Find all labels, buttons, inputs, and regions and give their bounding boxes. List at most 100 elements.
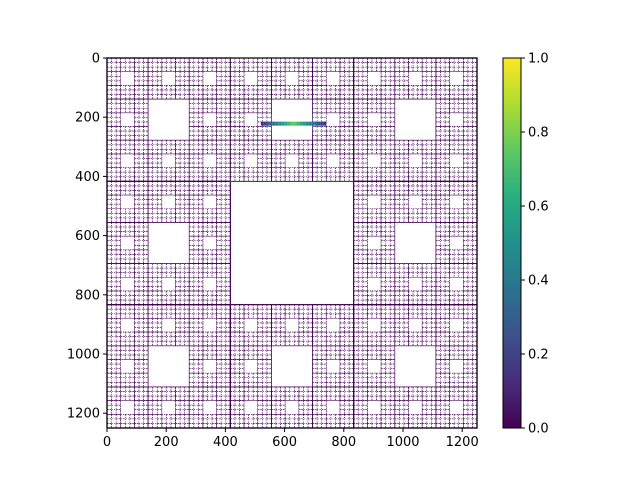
carpet-cell bbox=[472, 144, 478, 150]
carpet-cell bbox=[211, 267, 217, 273]
carpet-cell bbox=[353, 395, 359, 401]
carpet-cell bbox=[371, 208, 377, 214]
carpet-cell bbox=[271, 386, 313, 429]
carpet-cell bbox=[389, 190, 396, 196]
carpet-cell bbox=[134, 299, 140, 305]
carpet-cell bbox=[175, 171, 181, 178]
carpet-cell bbox=[188, 194, 204, 210]
carpet-cell bbox=[307, 391, 313, 397]
carpet-cell bbox=[175, 304, 181, 310]
carpet-cell bbox=[129, 418, 135, 424]
carpet-cell bbox=[120, 171, 126, 178]
carpet-cell bbox=[376, 304, 382, 310]
carpet-cell bbox=[216, 121, 222, 127]
carpet-cell bbox=[362, 144, 368, 150]
carpet-cell bbox=[248, 107, 254, 114]
carpet-cell bbox=[198, 149, 204, 155]
carpet-cell bbox=[453, 372, 460, 379]
carpet-cell bbox=[230, 107, 236, 114]
carpet-cell bbox=[453, 208, 460, 214]
carpet-cell bbox=[262, 368, 268, 374]
carpet-cell bbox=[193, 413, 199, 420]
carpet-cell bbox=[408, 304, 423, 319]
carpet-cell bbox=[462, 208, 469, 214]
carpet-cell bbox=[152, 153, 158, 159]
carpet-cell bbox=[216, 153, 222, 159]
carpet-cell bbox=[129, 295, 135, 301]
carpet-cell bbox=[431, 75, 437, 82]
carpet-cell bbox=[188, 112, 204, 127]
carpet-cell bbox=[462, 377, 469, 383]
carpet-cell bbox=[417, 85, 423, 91]
carpet-cell bbox=[353, 130, 359, 136]
carpet-cell bbox=[230, 130, 236, 136]
carpet-cell bbox=[284, 386, 300, 401]
carpet-cell bbox=[220, 258, 227, 264]
carpet-cell bbox=[399, 331, 405, 337]
carpet-cell bbox=[440, 222, 446, 228]
carpet-cell bbox=[134, 57, 140, 63]
carpet-cell bbox=[284, 313, 291, 319]
carpet-cell bbox=[120, 267, 126, 273]
carpet-cell bbox=[266, 313, 272, 319]
carpet-cell bbox=[367, 386, 373, 392]
carpet-cell bbox=[230, 139, 245, 155]
carpet-cell bbox=[321, 135, 327, 141]
carpet-cell bbox=[394, 263, 400, 269]
highlight-cell bbox=[272, 121, 276, 126]
carpet-cell bbox=[252, 130, 259, 136]
carpet-cell bbox=[348, 377, 354, 383]
carpet-cell bbox=[198, 404, 204, 411]
carpet-cell bbox=[134, 62, 140, 68]
carpet-cell bbox=[216, 290, 231, 305]
carpet-cell bbox=[147, 149, 153, 155]
carpet-cell bbox=[316, 149, 322, 155]
carpet-cell bbox=[312, 167, 318, 173]
carpet-cell bbox=[152, 409, 158, 415]
carpet-cell bbox=[152, 331, 158, 337]
carpet-cell bbox=[280, 85, 286, 91]
carpet-cell bbox=[230, 391, 236, 397]
carpet-cell bbox=[444, 121, 450, 127]
carpet-cell bbox=[289, 395, 295, 401]
carpet-cell bbox=[367, 382, 373, 388]
carpet-cell bbox=[339, 135, 345, 141]
carpet-cell bbox=[385, 107, 391, 114]
carpet-cell bbox=[106, 368, 112, 374]
carpet-cell bbox=[161, 395, 167, 401]
carpet-cell bbox=[462, 322, 469, 328]
carpet-cell bbox=[453, 57, 460, 63]
carpet-cell bbox=[170, 185, 176, 191]
carpet-cell bbox=[325, 85, 332, 91]
carpet-cell bbox=[399, 94, 405, 100]
carpet-cell bbox=[207, 181, 213, 187]
carpet-cell bbox=[403, 149, 409, 155]
carpet-cell bbox=[106, 199, 112, 205]
carpet-cell bbox=[353, 235, 359, 242]
carpet-cell bbox=[357, 176, 364, 182]
carpet-cell bbox=[389, 258, 396, 264]
carpet-cell bbox=[458, 107, 464, 114]
carpet-cell bbox=[449, 107, 455, 114]
carpet-cell bbox=[216, 409, 222, 415]
carpet-cell bbox=[271, 318, 277, 324]
carpet-cell bbox=[394, 190, 400, 196]
carpet-cell bbox=[280, 318, 286, 324]
carpet-cell bbox=[330, 304, 336, 310]
carpet-cell bbox=[389, 249, 396, 255]
carpet-cell bbox=[143, 203, 149, 210]
carpet-cell bbox=[115, 382, 122, 388]
carpet-cell bbox=[431, 199, 437, 205]
carpet-cell bbox=[120, 263, 135, 278]
carpet-cell bbox=[408, 213, 414, 219]
carpet-cell bbox=[435, 98, 478, 141]
carpet-cell bbox=[143, 194, 149, 200]
carpet-cell bbox=[111, 368, 117, 374]
carpet-cell bbox=[184, 290, 190, 296]
carpet-cell bbox=[312, 413, 318, 420]
carpet-cell bbox=[316, 112, 322, 118]
carpet-cell bbox=[134, 345, 149, 360]
carpet-cell bbox=[202, 299, 208, 305]
carpet-cell bbox=[298, 409, 304, 415]
carpet-cell bbox=[380, 158, 386, 164]
